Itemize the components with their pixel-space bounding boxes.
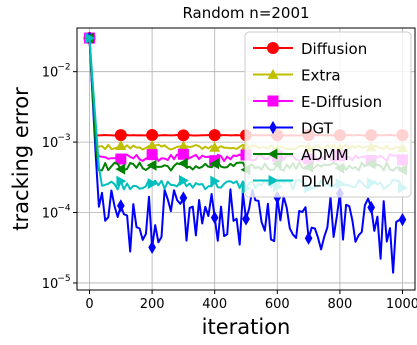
data-point bbox=[177, 140, 189, 151]
legend-entry: Extra bbox=[253, 67, 341, 85]
y-axis-ticks: 10−510−410−310−2 bbox=[42, 63, 77, 292]
x-tick-label: 800 bbox=[327, 297, 352, 312]
plot-frame bbox=[76, 27, 416, 291]
data-point bbox=[209, 141, 221, 152]
x-axis-label: iteration bbox=[202, 315, 291, 339]
data-point bbox=[209, 158, 220, 170]
data-point bbox=[146, 149, 158, 161]
data-point bbox=[177, 129, 190, 142]
legend-entry: DLM bbox=[253, 173, 334, 191]
legend-label: DLM bbox=[301, 173, 334, 191]
data-point bbox=[367, 200, 376, 215]
data-point bbox=[177, 157, 188, 169]
data-point bbox=[115, 140, 127, 150]
data-point bbox=[208, 129, 221, 142]
data-point bbox=[267, 69, 279, 79]
data-point bbox=[267, 42, 279, 54]
x-tick-label: 0 bbox=[85, 297, 93, 312]
y-tick-label: 10 bbox=[42, 136, 59, 151]
legend-label: E-Diffusion bbox=[301, 93, 382, 111]
data-point bbox=[304, 231, 313, 245]
y-tick-exponent: −2 bbox=[57, 63, 70, 73]
data-point bbox=[115, 163, 126, 175]
y-axis-label: tracking error bbox=[9, 87, 33, 231]
data-point bbox=[114, 129, 127, 142]
data-point bbox=[146, 129, 159, 142]
x-tick-label: 200 bbox=[140, 297, 165, 312]
data-point bbox=[267, 148, 278, 160]
y-tick-label: 10 bbox=[42, 277, 59, 292]
data-point bbox=[242, 212, 250, 226]
y-tick-exponent: −4 bbox=[57, 204, 71, 214]
series-dgt bbox=[85, 31, 407, 274]
legend: Diffusion Extra E-Diffusion DGT ADMM DLM bbox=[244, 31, 412, 198]
data-point bbox=[269, 120, 277, 135]
legend-entry: E-Diffusion bbox=[253, 93, 382, 111]
y-tick-exponent: −3 bbox=[57, 133, 70, 143]
legend-label: DGT bbox=[301, 120, 334, 138]
data-point bbox=[146, 159, 157, 171]
data-point bbox=[210, 211, 219, 225]
x-tick-label: 600 bbox=[265, 297, 290, 312]
y-tick-exponent: −5 bbox=[57, 274, 70, 284]
data-point bbox=[267, 95, 279, 107]
data-point bbox=[398, 213, 407, 227]
data-point bbox=[177, 148, 189, 160]
data-point bbox=[268, 175, 279, 186]
legend-entry: DGT bbox=[253, 120, 334, 138]
x-tick-label: 400 bbox=[202, 297, 227, 312]
legend-entry: ADMM bbox=[253, 146, 349, 164]
x-axis-ticks: 0 200 400 600 800 1000 bbox=[85, 290, 417, 312]
data-point bbox=[148, 240, 156, 254]
legend-entry: Diffusion bbox=[253, 40, 367, 58]
data-point bbox=[179, 191, 188, 205]
data-point bbox=[146, 139, 158, 150]
data-point bbox=[210, 175, 221, 187]
data-point bbox=[85, 32, 96, 44]
data-point bbox=[116, 199, 125, 213]
legend-label: Extra bbox=[301, 67, 341, 85]
data-point bbox=[115, 153, 127, 165]
data-point bbox=[147, 178, 158, 190]
x-tick-label: 1000 bbox=[386, 297, 417, 312]
y-tick-label: 10 bbox=[42, 66, 59, 81]
data-point bbox=[116, 175, 127, 187]
data-point bbox=[179, 174, 189, 186]
y-tick-label: 10 bbox=[42, 207, 59, 222]
chart-title: Random n=2001 bbox=[182, 4, 309, 22]
legend-box bbox=[244, 31, 412, 198]
legend-label: Diffusion bbox=[301, 40, 367, 58]
legend-label: ADMM bbox=[301, 146, 349, 164]
